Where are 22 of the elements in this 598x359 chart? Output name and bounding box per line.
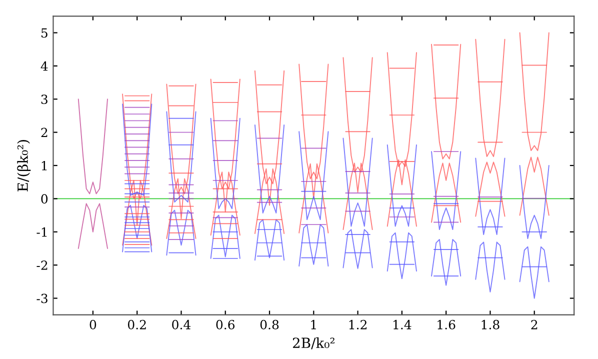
y-tick-label: 4 xyxy=(40,61,48,71)
y-tick-label: 5 xyxy=(41,28,48,38)
x-tick-label: 1.6 xyxy=(438,320,456,330)
y-tick-label: -2 xyxy=(36,260,48,270)
x-tick-label: 0 xyxy=(90,320,96,330)
y-tick-label: 3 xyxy=(41,94,48,104)
y-tick-label: 1 xyxy=(42,160,47,170)
x-tick-label: 0.4 xyxy=(172,320,191,330)
y-tick-label: 0 xyxy=(41,194,48,204)
x-tick-label: 1 xyxy=(311,320,316,330)
x-axis-title: 2B/k₀² xyxy=(292,337,334,350)
x-tick-label: 0.8 xyxy=(260,320,279,330)
x-tick-label: 0.6 xyxy=(216,320,235,330)
x-tick-label: 0.2 xyxy=(128,320,146,330)
y-tick-label: -1 xyxy=(36,227,47,237)
x-tick-label: 1.8 xyxy=(482,320,500,330)
x-tick-label: 1.2 xyxy=(349,320,367,330)
y-tick-label: -3 xyxy=(36,294,48,304)
y-tick-label: 2 xyxy=(41,128,48,138)
x-tick-label: 1.4 xyxy=(394,320,412,330)
x-tick-label: 2 xyxy=(531,320,538,330)
y-axis-title: E/(βk₀²) xyxy=(17,140,31,192)
